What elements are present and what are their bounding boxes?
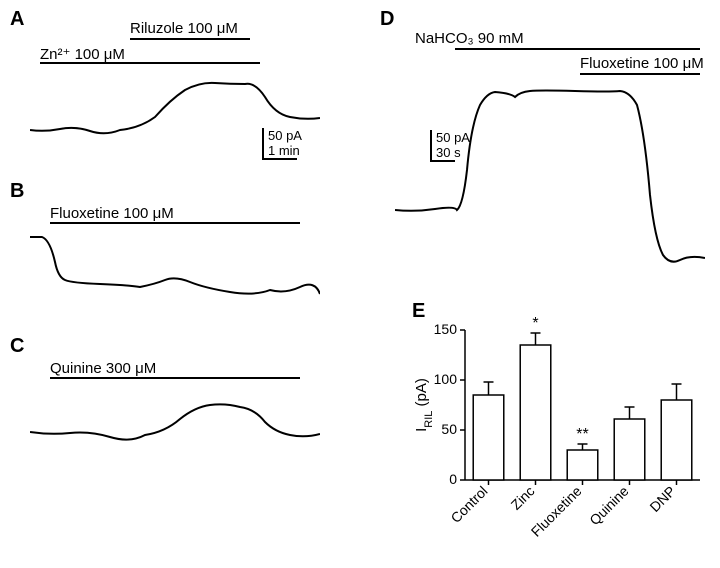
panel-d-trace [395, 75, 705, 275]
panel-c-quinine-label: Quinine 300 μM [50, 360, 156, 377]
panel-c-label: C [10, 335, 24, 358]
scalebar-a-v [262, 128, 264, 158]
scale-a-v-label: 50 pA [268, 128, 302, 143]
panel-d-fluox-label: Fluoxetine 100 μM [580, 55, 704, 72]
panel-a-riluzole-label: Riluzole 100 μM [130, 20, 238, 37]
svg-text:Quinine: Quinine [586, 483, 632, 529]
panel-d-label: D [380, 8, 394, 31]
svg-text:0: 0 [449, 471, 457, 487]
svg-text:Fluoxetine: Fluoxetine [528, 483, 585, 540]
panel-c-trace [30, 377, 320, 467]
scalebar-d-v [430, 130, 432, 160]
panel-b-fluox-label: Fluoxetine 100 μM [50, 205, 174, 222]
panel-a-label: A [10, 8, 24, 31]
svg-text:**: ** [576, 426, 588, 443]
panel-a-riluzole-bar [130, 38, 250, 40]
svg-text:Control: Control [447, 483, 490, 526]
svg-text:150: 150 [434, 321, 458, 337]
svg-text:Zinc: Zinc [508, 483, 538, 513]
panel-d-nahco3-bar [455, 48, 700, 50]
scale-d-v-label: 50 pA [436, 130, 470, 145]
scalebar-a-h [262, 158, 297, 160]
svg-text:*: * [532, 315, 538, 332]
svg-text:50: 50 [441, 421, 457, 437]
panel-b-label: B [10, 180, 24, 203]
svg-text:100: 100 [434, 371, 458, 387]
panel-d-nahco3-label: NaHCO₃ 90 mM [415, 30, 524, 47]
scale-d-h-label: 30 s [436, 145, 461, 160]
panel-b-trace [30, 222, 320, 312]
svg-text:DNP: DNP [646, 483, 678, 515]
scalebar-d-h [430, 160, 455, 162]
panel-e-barchart: 0 50 100 150 IRIL (pA) Control * Zinc ** Fluoxeti… [410, 310, 710, 560]
svg-text:IRIL (pA): IRIL (pA) [413, 378, 435, 432]
scale-a-h-label: 1 min [268, 143, 300, 158]
panel-a-zn-label: Zn²⁺ 100 μM [40, 45, 125, 63]
